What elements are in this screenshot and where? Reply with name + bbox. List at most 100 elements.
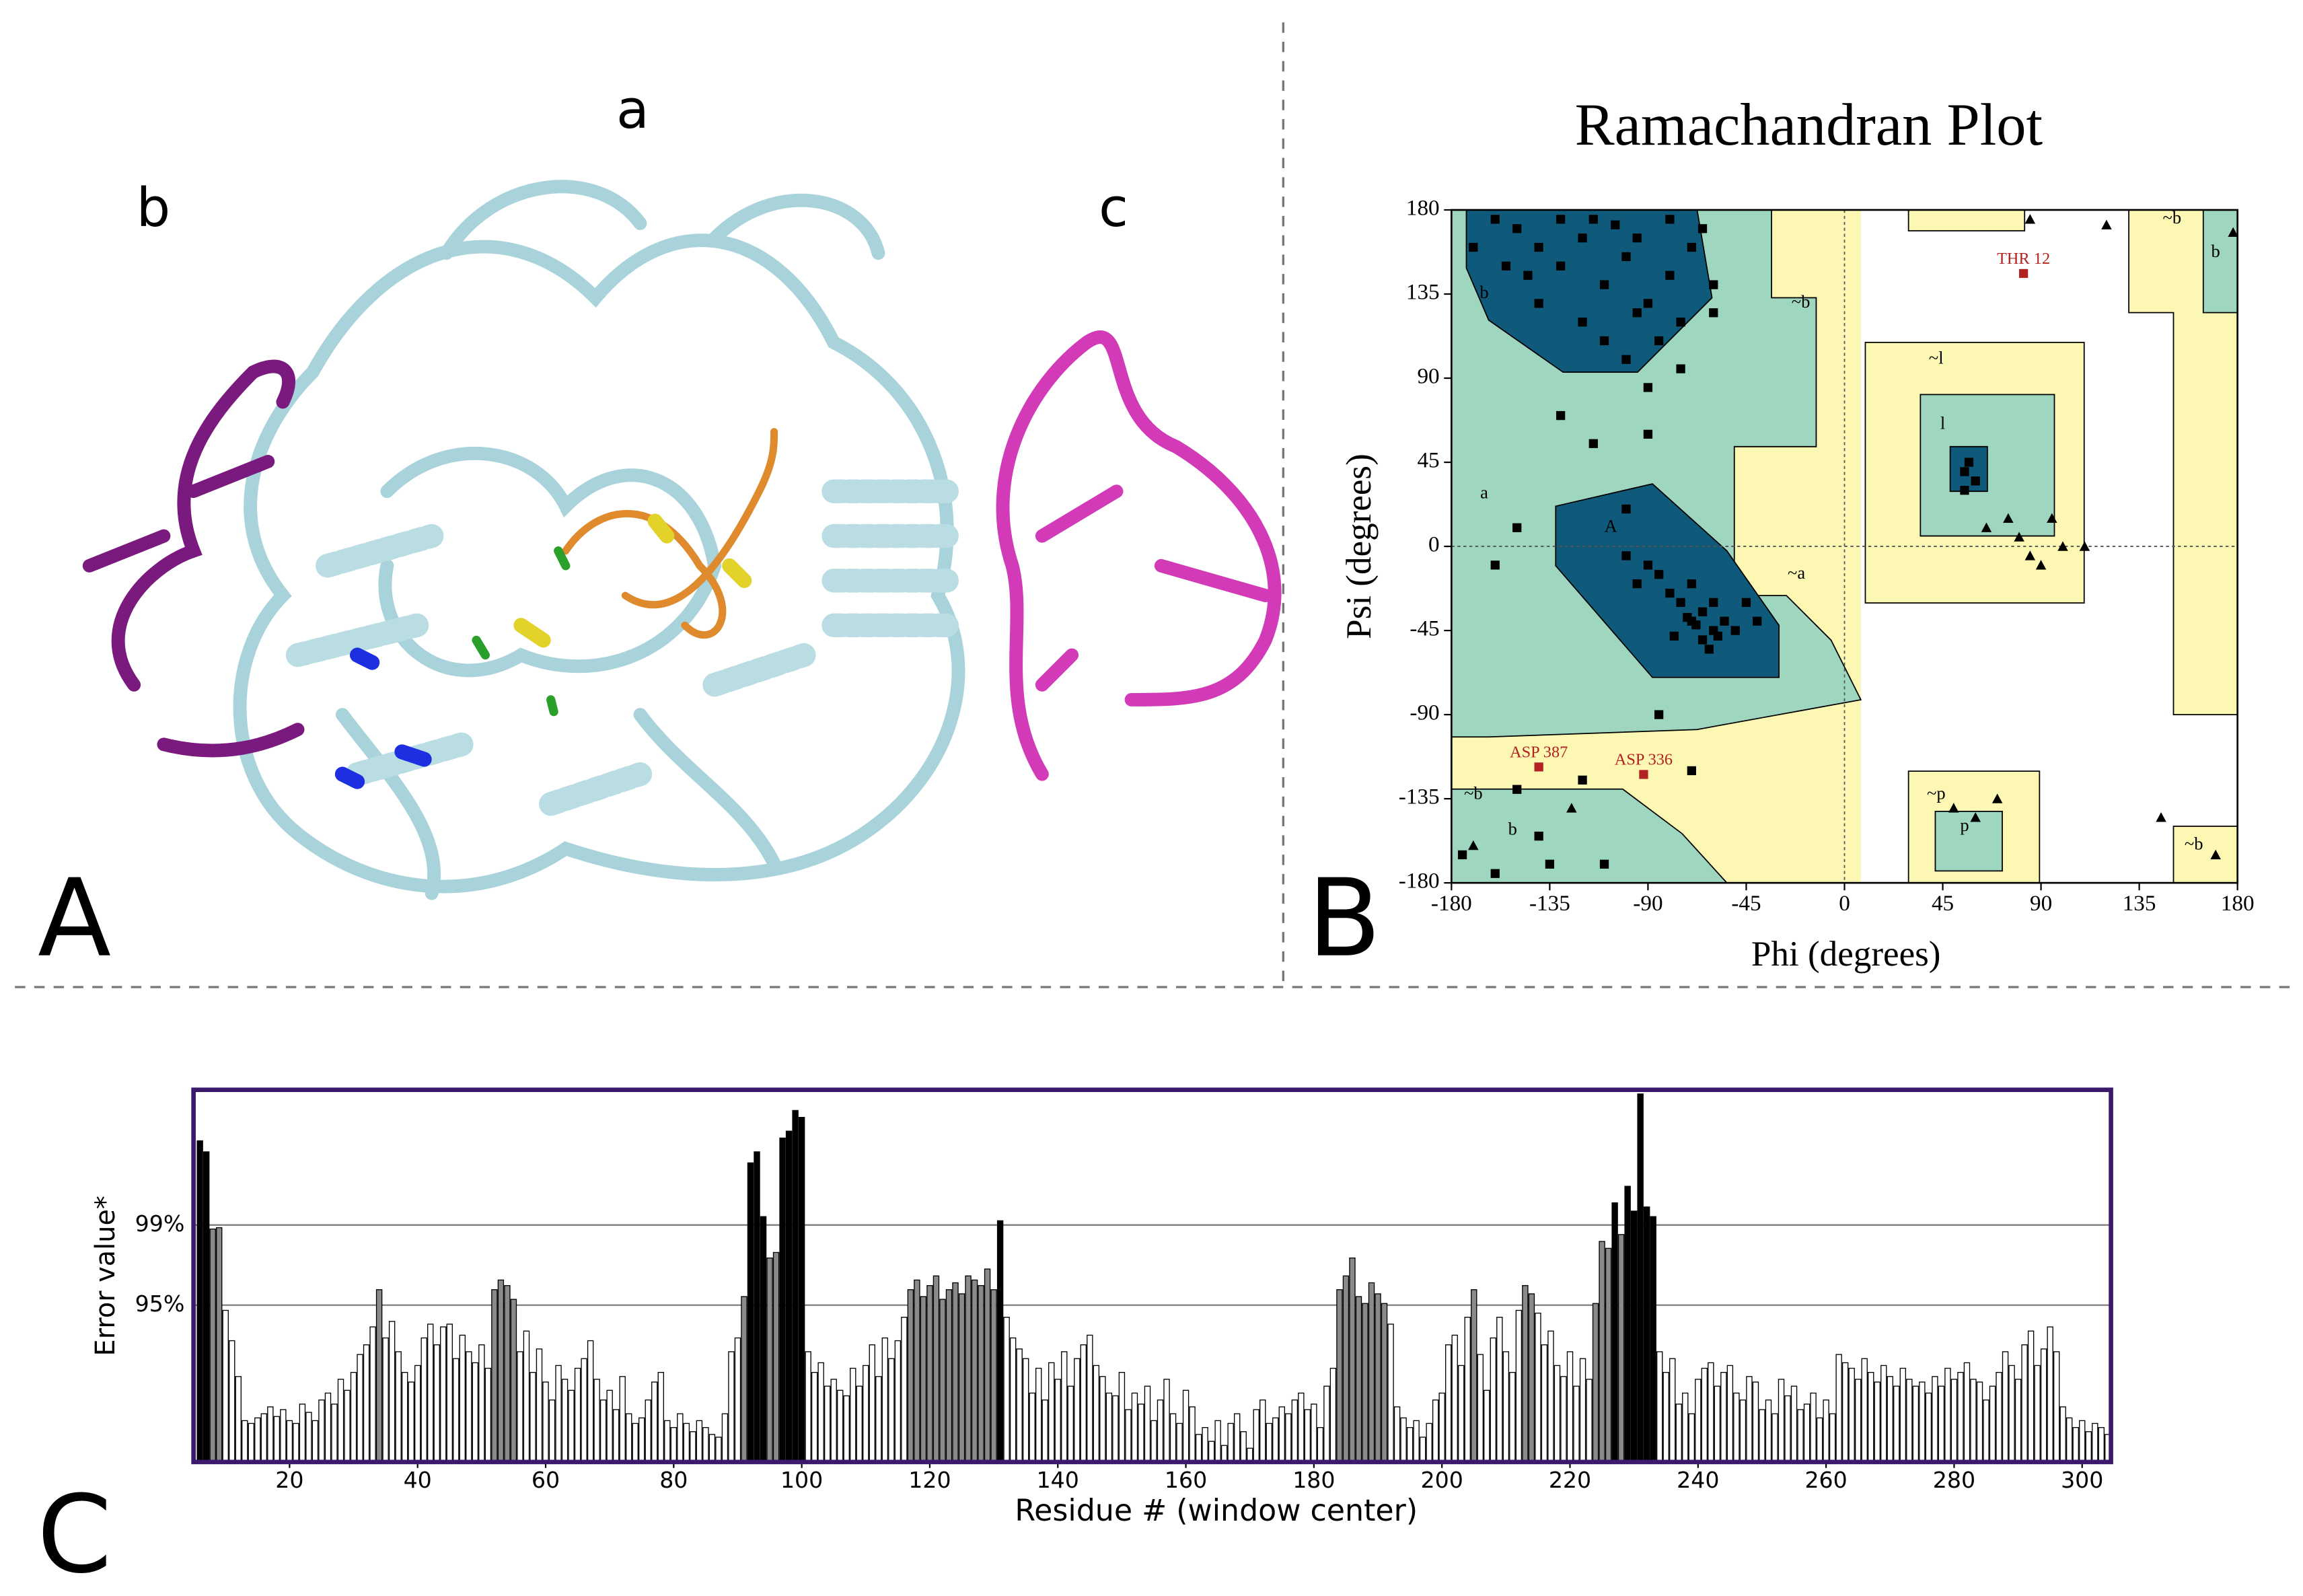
residue-point xyxy=(1621,355,1631,364)
error-bar xyxy=(2027,1330,2035,1463)
y-tick-label: 135 xyxy=(1406,280,1440,305)
error-bar xyxy=(1765,1399,1772,1463)
error-bar xyxy=(894,1340,902,1463)
residue-point xyxy=(1490,560,1500,570)
error-bar xyxy=(466,1351,472,1463)
error-bar xyxy=(1810,1392,1817,1463)
error-bar xyxy=(286,1420,293,1463)
error-bar xyxy=(1041,1399,1048,1463)
error-bar xyxy=(229,1340,235,1463)
error-bar xyxy=(1688,1413,1695,1463)
error-bar xyxy=(1509,1372,1516,1463)
residue-point xyxy=(1534,299,1543,308)
x-tick-label: 180 xyxy=(2221,891,2255,916)
error-bar xyxy=(2047,1326,2053,1463)
error-bar xyxy=(216,1227,223,1463)
y-tick-label: 90 xyxy=(1417,364,1439,389)
error-bar xyxy=(581,1358,587,1463)
residue-point xyxy=(1704,645,1714,654)
residue-point xyxy=(1578,775,1587,785)
error-bar xyxy=(222,1309,229,1463)
error-bar xyxy=(792,1110,799,1463)
error-bar xyxy=(1336,1289,1343,1463)
error-bar xyxy=(235,1376,242,1463)
error-bar xyxy=(1131,1392,1138,1463)
error-bar xyxy=(1656,1351,1663,1463)
error-bar xyxy=(1566,1351,1574,1463)
error-bar xyxy=(754,1151,760,1463)
error-bar xyxy=(766,1257,773,1463)
error-bar xyxy=(1150,1420,1157,1463)
error-bar xyxy=(1720,1372,1727,1463)
residue-point xyxy=(1753,616,1762,626)
residue-point xyxy=(1469,242,1478,252)
y-tick-label: 95% xyxy=(135,1291,185,1317)
error-bar xyxy=(1963,1362,1971,1463)
error-bar xyxy=(1009,1337,1017,1463)
error-bar xyxy=(1528,1293,1535,1463)
error-bar xyxy=(2066,1417,2073,1463)
error-bar xyxy=(1675,1404,1682,1463)
error-bar xyxy=(1547,1330,1554,1463)
residue-point xyxy=(1697,607,1708,616)
residue-point xyxy=(1643,429,1653,439)
x-tick-label: -135 xyxy=(1529,891,1570,916)
error-bar xyxy=(2098,1426,2105,1463)
error-bar xyxy=(260,1413,268,1463)
x-tick-label: 200 xyxy=(1421,1467,1463,1493)
error-bar xyxy=(209,1228,216,1463)
error-bar xyxy=(619,1376,626,1463)
residue-point xyxy=(1665,588,1675,598)
error-bar xyxy=(1298,1392,1305,1463)
error-bar xyxy=(1899,1367,1907,1463)
error-bar xyxy=(1304,1409,1311,1463)
residue-point xyxy=(1643,383,1653,392)
error-bar xyxy=(1227,1422,1234,1463)
error-bar xyxy=(1535,1312,1541,1463)
error-bar xyxy=(1112,1395,1119,1463)
region-label: ~b xyxy=(1792,291,1811,312)
residue-point xyxy=(1556,261,1566,270)
error-bar xyxy=(1144,1385,1151,1463)
error-bar xyxy=(690,1431,696,1463)
residue-point xyxy=(1501,261,1511,270)
error-bar xyxy=(363,1344,370,1463)
error-bar xyxy=(1214,1420,1221,1463)
error-bar xyxy=(472,1362,479,1463)
error-bar xyxy=(273,1416,281,1463)
error-bar xyxy=(1739,1399,1747,1463)
error-bar xyxy=(1458,1365,1465,1463)
error-bar xyxy=(1919,1381,1926,1463)
residue-point xyxy=(1512,523,1522,532)
x-tick-label: 120 xyxy=(908,1467,951,1493)
error-bar xyxy=(1022,1358,1029,1463)
error-bar xyxy=(1726,1365,1734,1463)
error-bar xyxy=(2092,1422,2098,1463)
error-bar xyxy=(1477,1354,1484,1463)
error-bar xyxy=(971,1279,978,1463)
residue-point xyxy=(1960,467,1969,476)
y-axis-label: Psi (degrees) xyxy=(1340,454,1379,639)
glycine-point xyxy=(2035,560,2047,570)
residue-point xyxy=(1713,631,1722,641)
x-tick-label: 160 xyxy=(1165,1467,1207,1493)
error-bar xyxy=(1317,1426,1324,1463)
error-bar xyxy=(1976,1381,1983,1463)
error-bar xyxy=(523,1330,530,1463)
region-label: p xyxy=(1960,815,1969,835)
error-bar xyxy=(1329,1367,1337,1463)
structure-label: b xyxy=(137,176,171,239)
error-bar xyxy=(1375,1293,1381,1463)
error-bar xyxy=(1490,1337,1497,1463)
error-bar xyxy=(1835,1354,1842,1463)
error-bar xyxy=(817,1362,824,1463)
error-bar xyxy=(1784,1395,1791,1463)
outlier-point xyxy=(1639,770,1648,779)
error-bar xyxy=(1496,1317,1503,1463)
region-label: b xyxy=(2211,241,2220,261)
error-bar xyxy=(2059,1406,2066,1463)
error-bar xyxy=(1996,1372,2002,1463)
error-bar xyxy=(715,1437,722,1463)
error-bar xyxy=(1868,1372,1874,1463)
